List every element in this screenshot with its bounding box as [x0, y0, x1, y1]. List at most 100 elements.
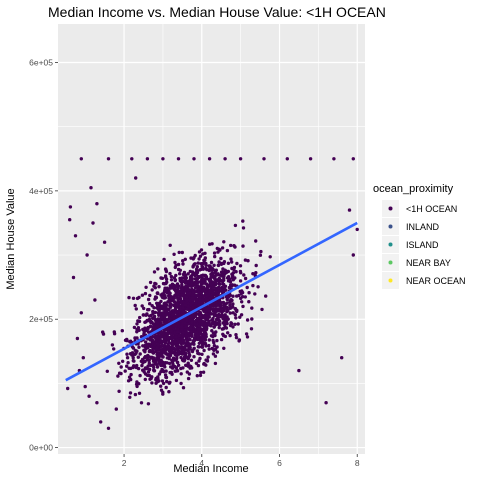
data-point — [186, 331, 189, 334]
data-point — [95, 202, 98, 205]
data-point — [214, 355, 217, 358]
data-point — [168, 371, 171, 374]
data-point — [175, 379, 178, 382]
legend-label: ISLAND — [406, 240, 439, 250]
data-point — [225, 326, 228, 329]
data-point — [220, 338, 223, 341]
data-point — [239, 279, 242, 282]
data-point — [199, 298, 202, 301]
data-point — [187, 377, 190, 380]
data-point — [144, 286, 147, 289]
data-point — [229, 280, 232, 283]
data-point — [153, 282, 156, 285]
data-point — [148, 359, 151, 362]
data-point — [210, 295, 213, 298]
y-tick-label: 2e+05 — [29, 314, 53, 324]
data-point — [235, 262, 238, 265]
data-point — [210, 334, 213, 337]
data-point — [254, 239, 257, 242]
data-point — [132, 297, 135, 300]
data-point — [72, 276, 75, 279]
data-point — [218, 286, 221, 289]
data-point — [177, 293, 180, 296]
data-point — [222, 304, 225, 307]
data-point — [136, 297, 139, 300]
data-point — [240, 300, 243, 303]
data-point — [156, 317, 159, 320]
data-point — [146, 157, 149, 160]
data-point — [221, 246, 224, 249]
data-point — [163, 347, 166, 350]
data-point — [227, 270, 230, 273]
data-point — [85, 253, 88, 256]
data-point — [161, 391, 164, 394]
legend-swatch — [389, 225, 393, 229]
data-point — [220, 273, 223, 276]
data-point — [229, 311, 232, 314]
data-point — [176, 330, 179, 333]
data-point — [209, 276, 212, 279]
data-point — [143, 350, 146, 353]
data-point — [251, 272, 254, 275]
data-point — [137, 367, 140, 370]
data-point — [157, 311, 160, 314]
data-point — [166, 332, 169, 335]
data-point — [199, 315, 202, 318]
data-point — [111, 343, 114, 346]
data-point — [150, 381, 153, 384]
data-point — [244, 277, 247, 280]
data-point — [176, 345, 179, 348]
data-point — [153, 315, 156, 318]
data-point — [352, 157, 355, 160]
data-point — [151, 288, 154, 291]
data-point — [251, 284, 254, 287]
data-point — [241, 291, 244, 294]
data-point — [183, 359, 186, 362]
data-point — [176, 287, 179, 290]
legend-label: NEAR BAY — [406, 258, 451, 268]
data-point — [199, 268, 202, 271]
data-point — [210, 242, 213, 245]
data-point — [159, 385, 162, 388]
data-point — [214, 288, 217, 291]
data-point — [121, 360, 124, 363]
data-point — [218, 278, 221, 281]
data-point — [146, 343, 149, 346]
data-point — [168, 316, 171, 319]
data-point — [161, 379, 164, 382]
data-point — [107, 157, 110, 160]
data-point — [187, 362, 190, 365]
data-point — [120, 365, 123, 368]
data-point — [229, 324, 232, 327]
data-point — [153, 343, 156, 346]
data-point — [205, 335, 208, 338]
data-point — [80, 157, 83, 160]
data-point — [113, 332, 116, 335]
data-point — [148, 319, 151, 322]
data-point — [154, 348, 157, 351]
data-point — [197, 337, 200, 340]
data-point — [172, 346, 175, 349]
data-point — [164, 313, 167, 316]
data-point — [148, 302, 151, 305]
data-point — [195, 270, 198, 273]
data-point — [156, 380, 159, 383]
data-point — [213, 251, 216, 254]
data-point — [225, 315, 228, 318]
data-point — [187, 284, 190, 287]
data-point — [223, 320, 226, 323]
data-point — [148, 294, 151, 297]
data-point — [153, 270, 156, 273]
data-point — [154, 339, 157, 342]
data-point — [74, 234, 77, 237]
data-point — [202, 349, 205, 352]
data-point — [165, 281, 168, 284]
data-point — [166, 300, 169, 303]
data-point — [239, 270, 242, 273]
data-point — [201, 274, 204, 277]
data-point — [156, 267, 159, 270]
data-point — [159, 331, 162, 334]
data-point — [227, 262, 230, 265]
data-point — [161, 362, 164, 365]
y-tick-label: 4e+05 — [29, 186, 53, 196]
